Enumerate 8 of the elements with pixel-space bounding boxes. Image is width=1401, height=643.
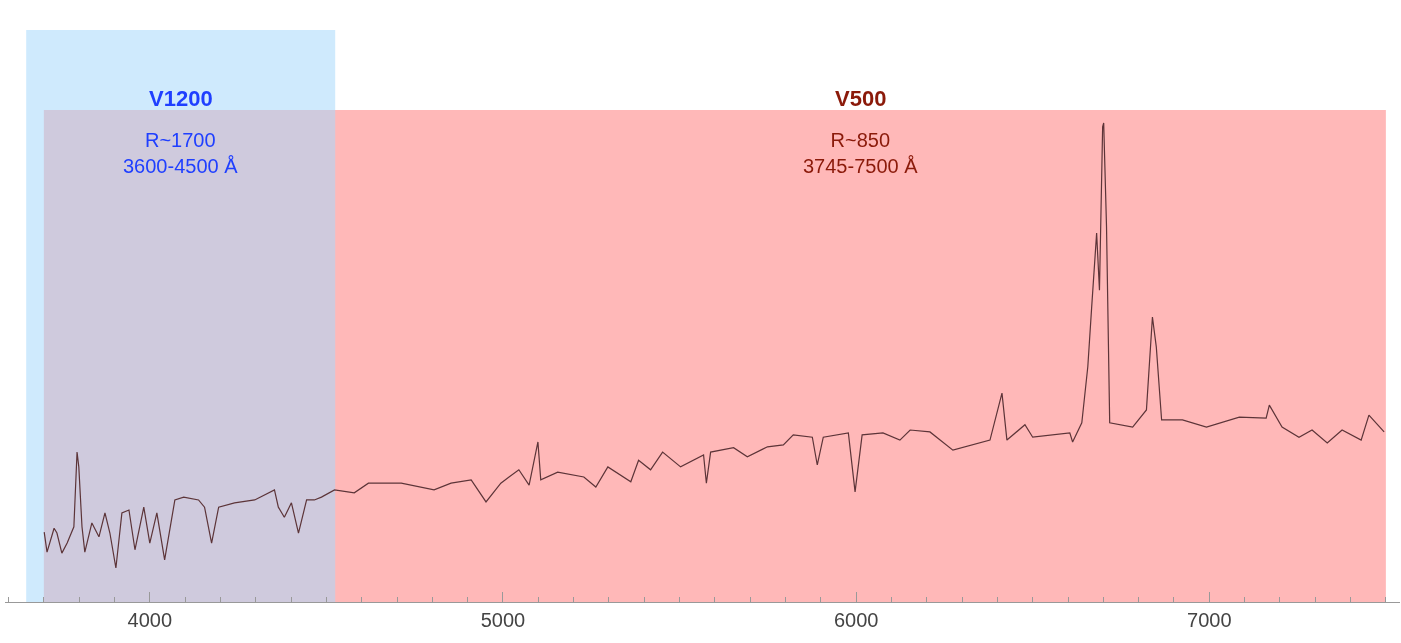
band-label: V500 (835, 86, 887, 111)
band-label: V1200 (149, 86, 213, 111)
annotation: R~1700 3600-4500 Å (123, 129, 239, 177)
x-tick-label: 4000 (127, 609, 173, 631)
x-tick-label: 7000 (1187, 609, 1232, 631)
annotation: R~850 3745-7500 Å (803, 129, 919, 177)
x-tick-label: 5000 (480, 609, 526, 631)
x-tick-label: 6000 (833, 609, 879, 631)
